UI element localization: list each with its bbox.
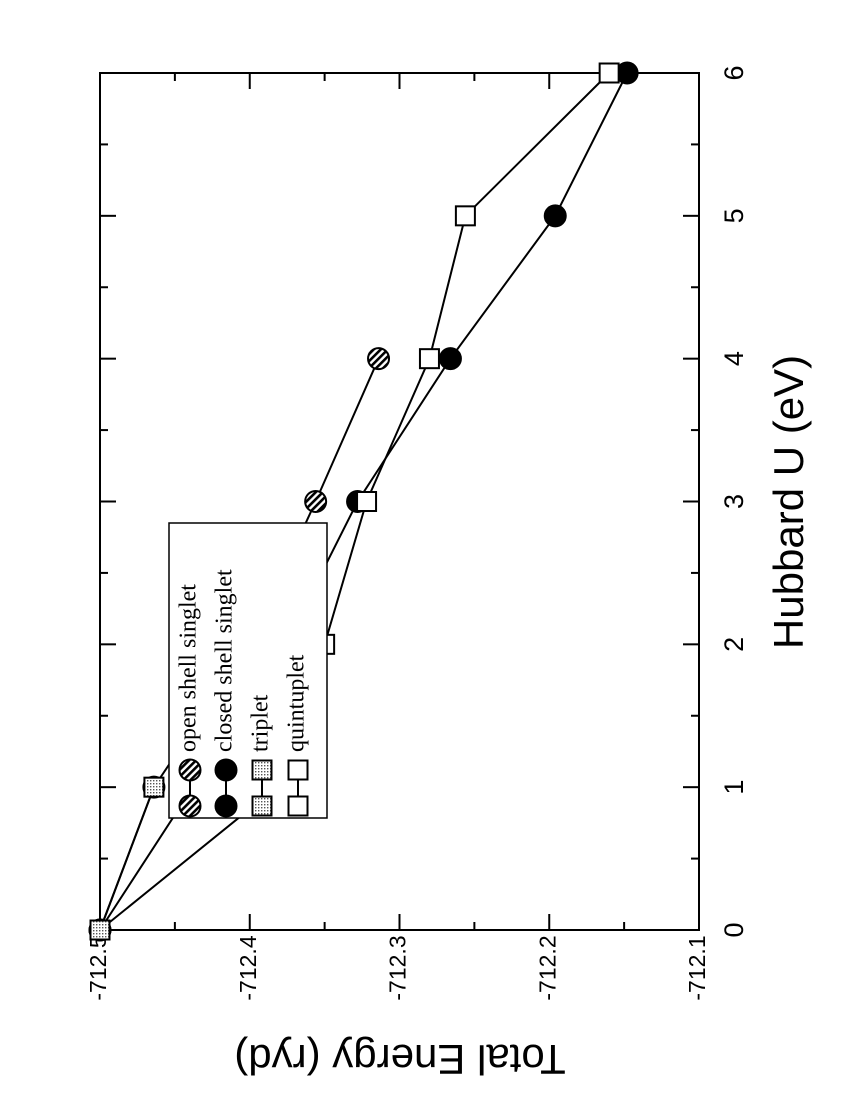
data-point xyxy=(418,348,440,370)
data-point xyxy=(89,919,111,941)
y-axis-label: Total Energy (ryd) xyxy=(234,1036,565,1083)
legend-label: triplet xyxy=(248,694,274,752)
data-point xyxy=(143,776,165,798)
data-point xyxy=(454,205,476,227)
legend-label: quintuplet xyxy=(284,654,310,752)
data-point xyxy=(598,62,620,84)
legend-marker xyxy=(287,759,309,781)
legend-marker xyxy=(214,794,238,818)
u-tick-label: 1 xyxy=(719,780,749,795)
energy-tick-label: -712.5 xyxy=(85,935,111,1000)
axis-ticks xyxy=(99,72,700,931)
series-markers xyxy=(88,61,639,942)
data-point xyxy=(543,204,567,228)
u-tick-label: 4 xyxy=(719,351,749,366)
data-point xyxy=(304,490,328,513)
legend-label: open shell singlet xyxy=(176,584,202,752)
tick-labels: 0 1 2 3 4 5 6 -712.5 -712.4 -712.3 -712.2 -712.1 xyxy=(85,65,749,1000)
energy-tick-label: -712.4 xyxy=(235,935,261,1000)
energy-tick-label: -712.1 xyxy=(684,935,710,1000)
u-tick-label: 2 xyxy=(719,637,749,652)
u-tick-label: 3 xyxy=(719,494,749,509)
data-point xyxy=(356,491,378,512)
x-axis-label: Hubbard U (eV) xyxy=(765,355,812,649)
legend-label: closed shell singlet xyxy=(212,569,238,752)
legend-marker xyxy=(287,795,309,817)
u-tick-label: 6 xyxy=(719,65,749,80)
legend-marker xyxy=(214,758,238,782)
u-tick-label: 0 xyxy=(719,922,749,937)
energy-tick-label: -712.3 xyxy=(385,935,411,1000)
legend-marker xyxy=(251,795,273,817)
data-point xyxy=(367,347,391,371)
legend-marker xyxy=(178,758,202,782)
legend-marker xyxy=(178,794,202,818)
data-point xyxy=(438,347,462,371)
data-point xyxy=(615,61,639,85)
series-line-2 xyxy=(99,786,155,931)
u-tick-label: 5 xyxy=(719,208,749,223)
legend: open shell singlet closed shell singlet tr… xyxy=(168,522,328,819)
legend-marker xyxy=(251,759,273,781)
energy-tick-label: -712.2 xyxy=(534,935,560,1000)
